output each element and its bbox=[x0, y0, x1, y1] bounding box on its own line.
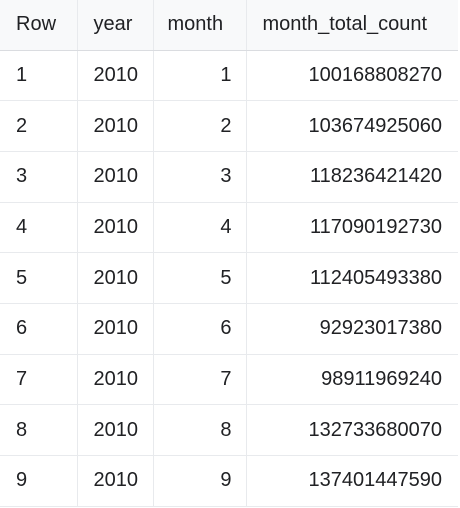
month-cell: 9 bbox=[153, 455, 247, 507]
table-row: 2 2010 2 103674925060 bbox=[0, 100, 458, 152]
year-cell: 2010 bbox=[77, 252, 154, 304]
month-total-count-cell: 98911969240 bbox=[246, 354, 458, 406]
column-header-row: Row bbox=[0, 0, 78, 51]
table-row: 1 2010 1 100168808270 bbox=[0, 50, 458, 102]
month-cell: 7 bbox=[153, 354, 247, 406]
row-number-cell: 2 bbox=[0, 100, 78, 152]
month-cell: 6 bbox=[153, 303, 247, 355]
year-cell: 2010 bbox=[77, 455, 154, 507]
year-cell: 2010 bbox=[77, 202, 154, 254]
row-number-cell: 8 bbox=[0, 404, 78, 456]
table-row: 5 2010 5 112405493380 bbox=[0, 252, 458, 304]
table-row: 8 2010 8 132733680070 bbox=[0, 404, 458, 456]
row-number-cell: 5 bbox=[0, 252, 78, 304]
month-cell: 5 bbox=[153, 252, 247, 304]
month-cell: 1 bbox=[153, 50, 247, 102]
row-number-cell: 4 bbox=[0, 202, 78, 254]
table-header: Row year month month_total_count bbox=[0, 0, 458, 51]
month-total-count-cell: 118236421420 bbox=[246, 151, 458, 203]
year-cell: 2010 bbox=[77, 354, 154, 406]
row-number-cell: 6 bbox=[0, 303, 78, 355]
row-number-cell: 3 bbox=[0, 151, 78, 203]
header-row: Row year month month_total_count bbox=[0, 0, 458, 51]
year-cell: 2010 bbox=[77, 303, 154, 355]
row-number-cell: 9 bbox=[0, 455, 78, 507]
month-total-count-cell: 103674925060 bbox=[246, 100, 458, 152]
year-cell: 2010 bbox=[77, 100, 154, 152]
month-total-count-cell: 112405493380 bbox=[246, 252, 458, 304]
month-cell: 4 bbox=[153, 202, 247, 254]
month-cell: 2 bbox=[153, 100, 247, 152]
month-total-count-cell: 100168808270 bbox=[246, 50, 458, 102]
month-total-count-cell: 92923017380 bbox=[246, 303, 458, 355]
column-header-month-total-count: month_total_count bbox=[246, 0, 458, 51]
month-total-count-cell: 137401447590 bbox=[246, 455, 458, 507]
table-row: 3 2010 3 118236421420 bbox=[0, 151, 458, 203]
table-row: 4 2010 4 117090192730 bbox=[0, 202, 458, 254]
month-cell: 8 bbox=[153, 404, 247, 456]
month-cell: 3 bbox=[153, 151, 247, 203]
row-number-cell: 1 bbox=[0, 50, 78, 102]
table-body: 1 2010 1 100168808270 2 2010 2 103674925… bbox=[0, 50, 458, 507]
table-row: 7 2010 7 98911969240 bbox=[0, 354, 458, 406]
column-header-month: month bbox=[153, 0, 247, 51]
year-cell: 2010 bbox=[77, 151, 154, 203]
year-cell: 2010 bbox=[77, 404, 154, 456]
table-row: 9 2010 9 137401447590 bbox=[0, 455, 458, 507]
month-total-count-cell: 132733680070 bbox=[246, 404, 458, 456]
month-total-count-cell: 117090192730 bbox=[246, 202, 458, 254]
table-row: 6 2010 6 92923017380 bbox=[0, 303, 458, 355]
column-header-year: year bbox=[77, 0, 154, 51]
row-number-cell: 7 bbox=[0, 354, 78, 406]
year-cell: 2010 bbox=[77, 50, 154, 102]
